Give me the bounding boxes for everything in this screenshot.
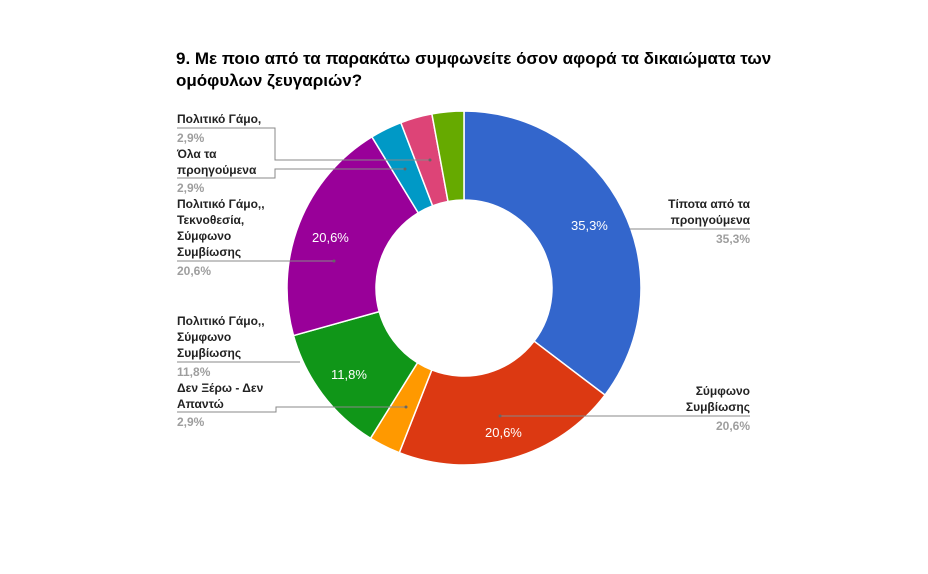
donut-slice <box>431 110 465 203</box>
label-tipota: Τίποτα από τα προηγούμενα <box>668 197 750 227</box>
leader-lines <box>177 127 750 417</box>
leader-line-ola <box>177 168 405 179</box>
slice-label-green: 11,8% <box>331 367 367 382</box>
pct-den-xero: 2,9% <box>177 415 205 429</box>
pct-symfono: 20,6% <box>715 419 750 433</box>
pct-gamo-symf: 11,8% <box>177 365 211 379</box>
slice-label-red: 20,6% <box>485 425 522 440</box>
slice-label-purple: 20,6% <box>312 230 349 245</box>
donut-slice <box>463 110 642 397</box>
leader-line-den-xero <box>177 406 406 413</box>
pct-tekno: 20,6% <box>177 264 212 278</box>
pct-politiko-gamo: 2,9% <box>177 131 205 145</box>
leader-dots <box>332 158 502 418</box>
label-politiko-gamo: Πολιτικό Γάμο, <box>177 112 262 126</box>
label-den-xero: Δεν Ξέρω - Δεν Απαντώ <box>177 381 264 411</box>
slice-label-blue: 35,3% <box>571 218 608 233</box>
label-ola: Όλα τα προηγούμενα <box>177 147 257 177</box>
label-symfono: Σύμφωνο Συμβίωσης <box>685 384 750 414</box>
donut-slice <box>286 135 420 337</box>
pct-tipota: 35,3% <box>715 232 750 246</box>
label-gamo-symf: Πολιτικό Γάμο,, Σύμφωνο Συμβίωσης <box>177 314 265 360</box>
label-tekno: Πολιτικό Γάμο,, Τεκνοθεσία, Σύμφωνο Συμβ… <box>177 197 265 259</box>
leader-line-politiko-gamo <box>177 127 430 161</box>
pct-ola: 2,9% <box>177 181 205 195</box>
donut-slices <box>286 110 642 466</box>
donut-slice <box>398 340 607 466</box>
chart-title: 9. Με ποιο από τα παρακάτω συμφωνείτε όσ… <box>176 49 772 90</box>
